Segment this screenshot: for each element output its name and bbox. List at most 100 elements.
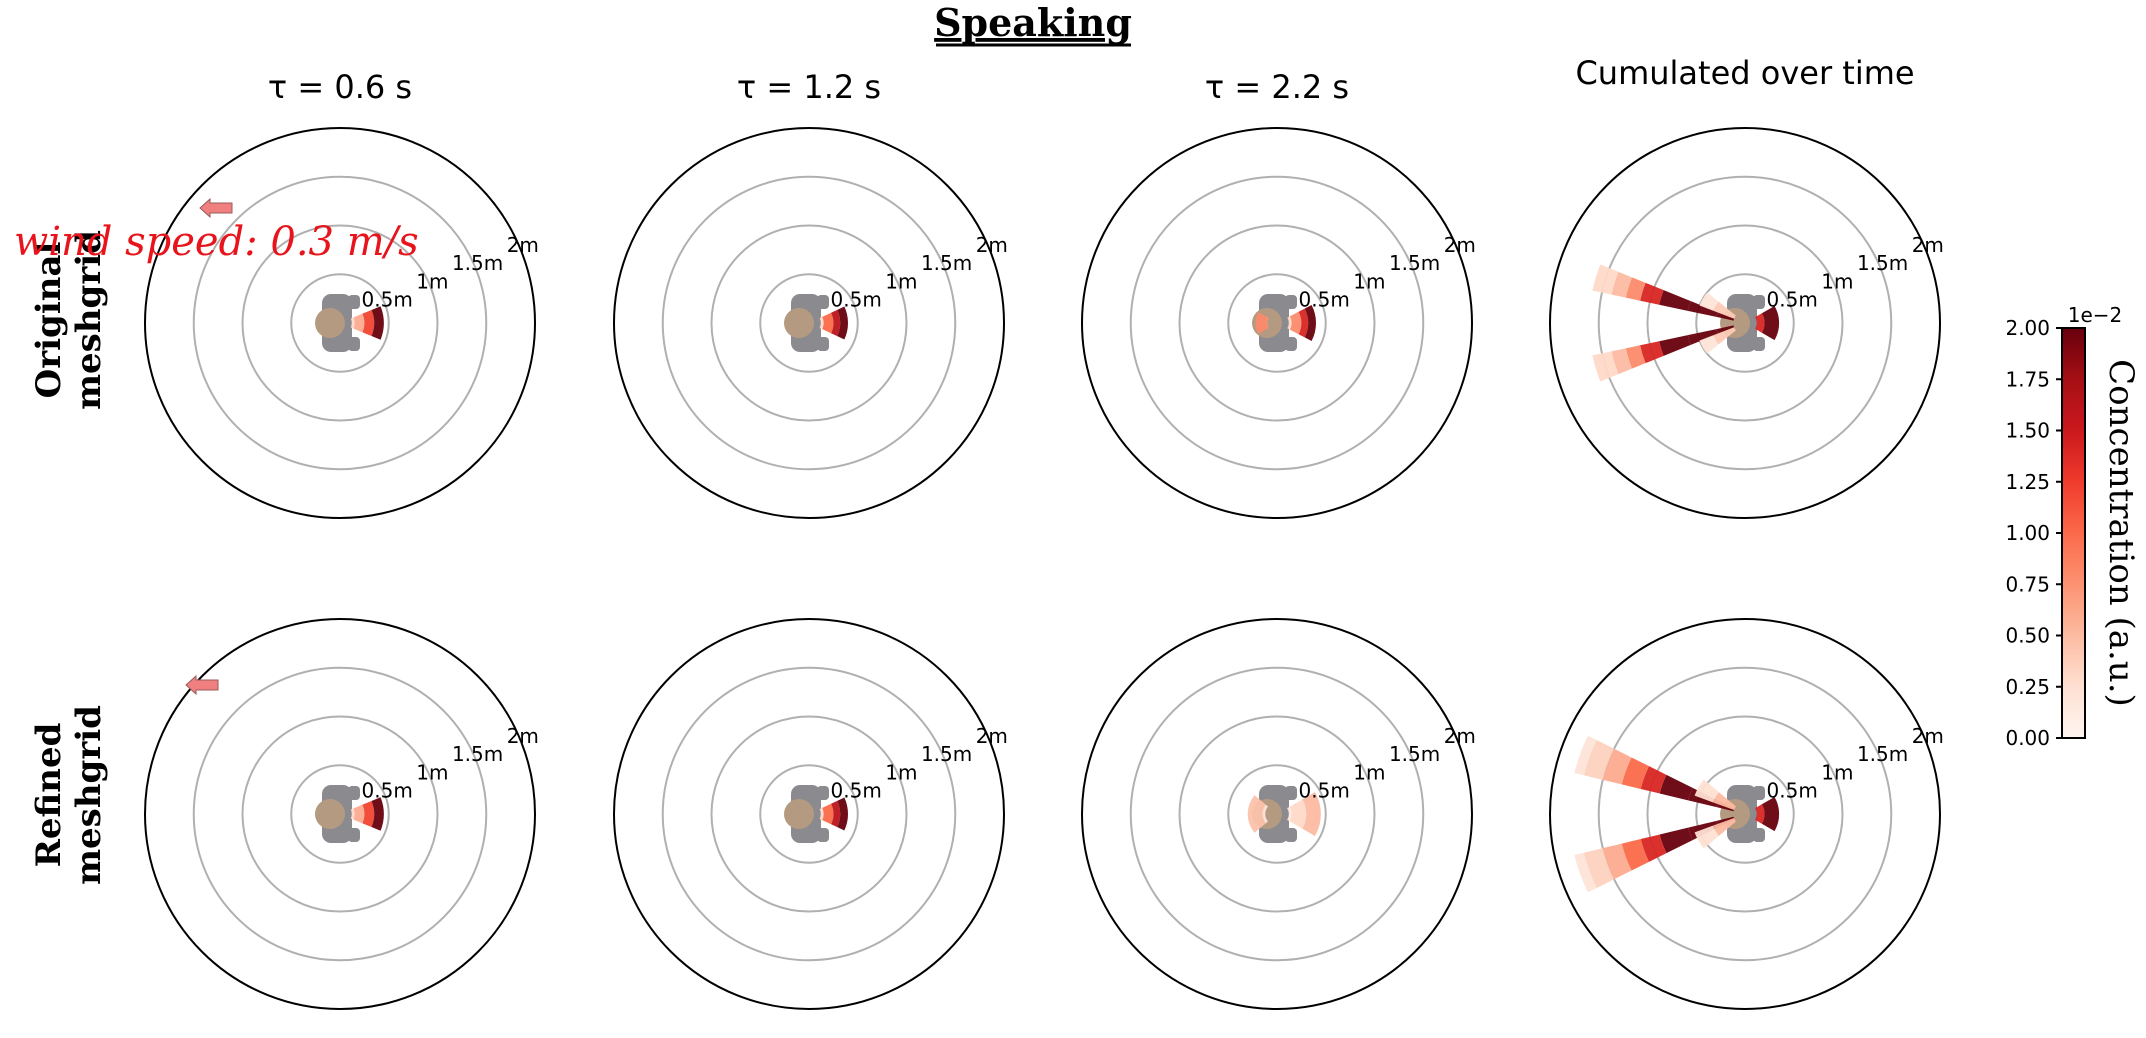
concentration-cell xyxy=(1583,848,1615,888)
ring-2m xyxy=(1081,618,1473,1010)
concentration-cell xyxy=(1659,827,1693,854)
concentration-cell xyxy=(1287,316,1292,330)
person-head xyxy=(315,308,345,338)
ring-1m xyxy=(710,715,908,913)
ring-label: 2m xyxy=(507,233,539,257)
ring-1.5m xyxy=(1597,666,1893,962)
concentration-cell xyxy=(1687,329,1718,345)
concentration-cell xyxy=(1659,290,1691,311)
wind-speed-label: wind speed: 0.3 m/s xyxy=(14,219,419,265)
ring-label: 1m xyxy=(416,269,448,293)
concentration-cell xyxy=(1289,311,1302,335)
concentration-cell xyxy=(1611,348,1632,375)
concentration-cell xyxy=(353,804,365,824)
ring-0.5m xyxy=(1227,764,1327,864)
person-head xyxy=(784,799,814,829)
concentration-cell xyxy=(1716,325,1735,334)
ring-label: 1m xyxy=(885,760,917,784)
concentration-cell xyxy=(1713,301,1736,319)
concentration-cell xyxy=(1699,292,1719,311)
person-shoulder xyxy=(1285,828,1297,842)
person-icon xyxy=(315,294,360,352)
person-icon xyxy=(315,785,360,843)
ring-label: 1.5m xyxy=(921,742,972,766)
ring-1m xyxy=(1646,715,1844,913)
concentration-cell xyxy=(1755,804,1765,824)
ring-0.5m xyxy=(1695,273,1795,373)
concentration-cell xyxy=(1640,341,1664,364)
concentration-cell xyxy=(837,797,848,831)
concentration-cell xyxy=(1687,301,1718,317)
concentration-cell xyxy=(1640,766,1667,794)
ring-label: 2m xyxy=(1444,233,1476,257)
column-label-2: τ = 1.2 s xyxy=(737,68,881,106)
ring-label: 0.5m xyxy=(1767,779,1818,803)
concentration-cell xyxy=(1602,748,1632,785)
concentration-cell xyxy=(362,800,375,828)
person-shoulder xyxy=(817,295,829,309)
ring-2m xyxy=(1549,618,1941,1010)
ring-2m xyxy=(144,618,536,1010)
ring-1.5m xyxy=(192,666,488,962)
colorbar-tick-label: 0.25 xyxy=(2005,675,2050,699)
column-label-1: τ = 0.6 s xyxy=(268,68,412,106)
row-label-original-line1: Original xyxy=(29,242,69,399)
ring-2m xyxy=(144,127,536,519)
ring-1.5m xyxy=(661,175,957,471)
person-shoulder xyxy=(817,786,829,800)
ring-0.5m xyxy=(290,764,390,864)
ring-1.5m xyxy=(192,175,488,471)
person-shoulder xyxy=(348,295,360,309)
ring-0.5m xyxy=(1227,273,1327,373)
concentration-cell xyxy=(350,808,355,820)
ring-label: 2m xyxy=(1912,724,1944,748)
ring-label: 1.5m xyxy=(1857,742,1908,766)
colorbar-tick-label: 2.00 xyxy=(2005,316,2050,340)
ring-0.5m xyxy=(1695,764,1795,864)
concentration-cell xyxy=(1694,825,1719,849)
concentration-cell xyxy=(819,807,824,821)
concentration-cell xyxy=(1659,335,1691,356)
person-shoulder xyxy=(348,337,360,351)
person-shoulder xyxy=(817,828,829,842)
figure-title: Speaking xyxy=(934,0,1132,45)
wind-arrow-icon xyxy=(185,674,219,696)
concentration-cell xyxy=(1699,335,1719,354)
concentration-cell xyxy=(837,306,848,340)
concentration-cell xyxy=(1302,792,1321,836)
ring-label: 0.5m xyxy=(1767,288,1818,312)
concentration-cell xyxy=(1583,740,1615,780)
ring-0.5m xyxy=(759,273,859,373)
colorbar: 0.00 0.25 0.50 0.75 1.00 1.25 1.50 1.75 2.00 1e−… xyxy=(2005,303,2141,750)
person-icon xyxy=(1720,785,1765,843)
colorbar-tick-label: 1.25 xyxy=(2005,470,2050,494)
concentration-cell xyxy=(362,309,375,337)
concentration-cell xyxy=(353,313,365,333)
ring-2m xyxy=(1081,127,1473,519)
ring-1.5m xyxy=(1129,175,1425,471)
ring-label: 2m xyxy=(1912,233,1944,257)
concentration-cell xyxy=(1640,834,1667,862)
person-shoulder xyxy=(1753,828,1765,842)
concentration-cell xyxy=(822,803,834,825)
person-shoulder xyxy=(1753,295,1765,309)
colorbar-tick-label: 0.00 xyxy=(2005,726,2050,750)
concentration-cell xyxy=(1304,304,1316,342)
colorbar-tick-label: 0.75 xyxy=(2005,572,2050,596)
concentration-cell xyxy=(1592,351,1619,382)
ring-1m xyxy=(241,224,439,422)
person-icon xyxy=(784,785,829,843)
colorbar-tick-label: 1.75 xyxy=(2005,367,2050,391)
concentration-cell xyxy=(1262,804,1269,824)
concentration-cell xyxy=(1716,312,1735,321)
person-icon xyxy=(784,294,829,352)
ring-label: 1.5m xyxy=(452,742,503,766)
